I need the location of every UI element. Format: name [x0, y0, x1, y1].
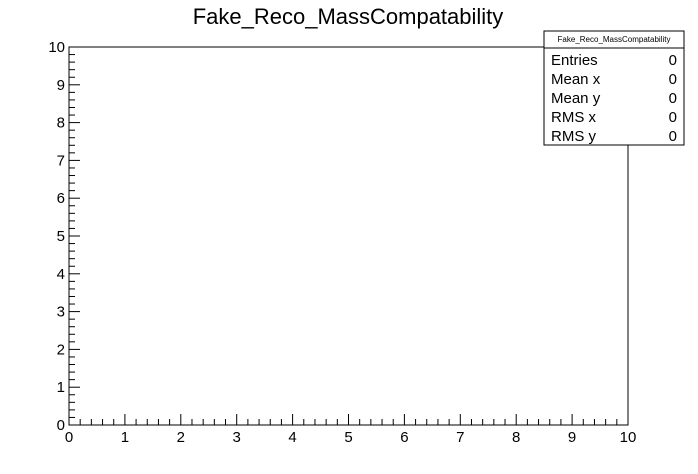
x-tick-label: 6	[400, 429, 408, 446]
y-tick-label: 6	[57, 190, 65, 207]
x-tick-label: 2	[177, 429, 185, 446]
y-tick-label: 9	[57, 77, 65, 94]
x-axis-tick-labels: 0 1 2 3 4 5 6 7 8 9 10	[65, 429, 637, 446]
x-tick-label: 9	[568, 429, 576, 446]
y-tick-label: 10	[48, 39, 65, 56]
x-tick-label: 5	[344, 429, 352, 446]
y-tick-label: 7	[57, 152, 65, 169]
stats-box-title: Fake_Reco_MassCompatability	[558, 35, 671, 44]
stats-row-label: Entries	[551, 52, 598, 69]
stats-row-label: Mean x	[551, 71, 601, 88]
stats-rows: Entries 0 Mean x 0 Mean y 0 RMS x 0 RMS y 0	[551, 52, 677, 145]
x-tick-label: 3	[233, 429, 241, 446]
stats-row-label: RMS y	[551, 128, 597, 145]
stats-row-value: 0	[669, 71, 677, 88]
y-tick-label: 8	[57, 115, 65, 132]
x-tick-label: 0	[65, 429, 73, 446]
x-tick-label: 1	[121, 429, 129, 446]
stats-row-value: 0	[669, 52, 677, 69]
chart-title: Fake_Reco_MassCompatability	[193, 4, 504, 29]
x-tick-label: 7	[456, 429, 464, 446]
stats-row-label: Mean y	[551, 90, 601, 107]
y-tick-label: 3	[57, 304, 65, 321]
x-axis-ticks	[68, 414, 629, 425]
stats-row-value: 0	[669, 109, 677, 126]
x-tick-label: 10	[620, 429, 637, 446]
x-tick-label: 8	[512, 429, 520, 446]
y-tick-label: 5	[57, 228, 65, 245]
y-axis-tick-labels: 0 1 2 3 4 5 6 7 8 9 10	[48, 39, 65, 434]
stats-row-value: 0	[669, 90, 677, 107]
y-tick-label: 1	[57, 379, 65, 396]
x-tick-label: 4	[288, 429, 296, 446]
y-tick-label: 4	[57, 266, 65, 283]
y-tick-label: 2	[57, 341, 65, 358]
stats-row-value: 0	[669, 128, 677, 145]
stats-row-label: RMS x	[551, 109, 597, 126]
y-axis-ticks	[69, 46, 80, 426]
stats-box: Fake_Reco_MassCompatability Entries 0 Mean…	[543, 30, 685, 146]
stats-box-frame	[543, 30, 685, 146]
y-tick-label: 0	[57, 417, 65, 434]
